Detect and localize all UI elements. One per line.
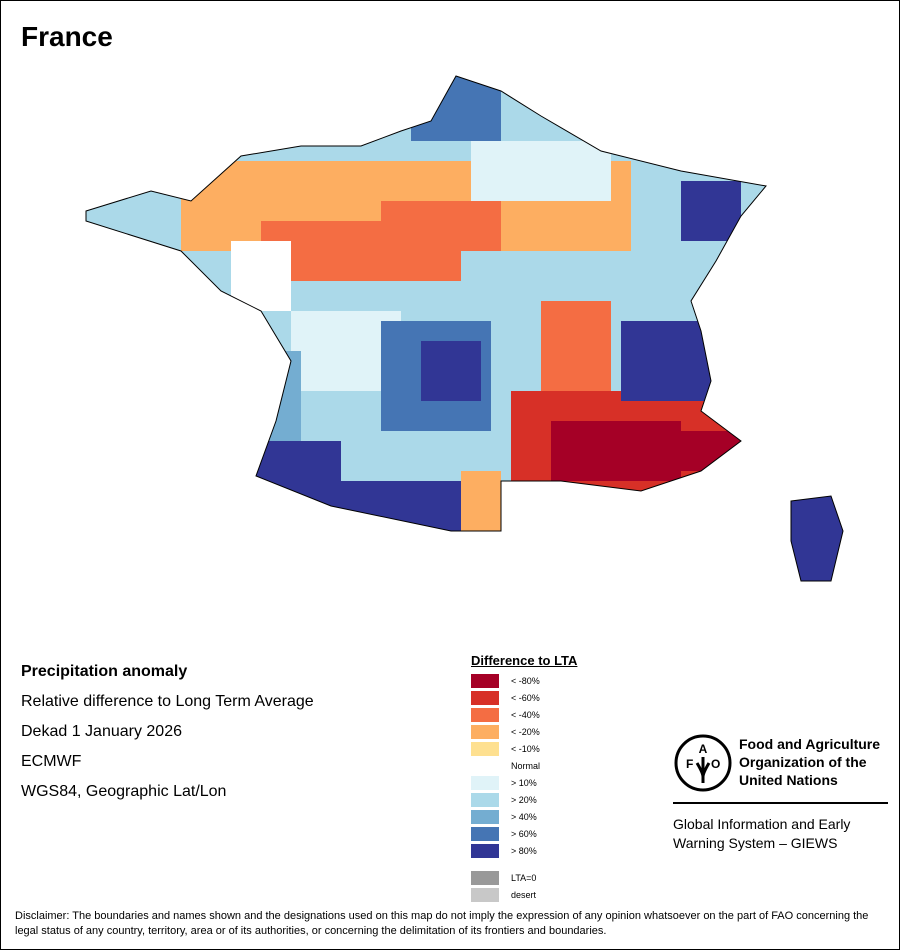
legend-swatch <box>471 826 499 841</box>
info-line: Dekad 1 January 2026 <box>21 723 182 740</box>
legend-swatch <box>471 843 499 858</box>
legend-swatch <box>471 792 499 807</box>
precipitation-anomaly-map <box>85 75 844 582</box>
svg-text:F: F <box>686 757 693 771</box>
legend-swatch <box>471 673 499 688</box>
legend-swatch <box>471 758 499 773</box>
legend-item: desert <box>471 886 577 903</box>
divider <box>673 802 888 804</box>
legend-swatch <box>471 887 499 902</box>
legend: Difference to LTA < -80% < -60% < -40% < -2… <box>471 653 577 903</box>
legend-item: > 10% <box>471 774 577 791</box>
legend-label: > 40% <box>511 811 537 822</box>
legend-swatch <box>471 741 499 756</box>
legend-swatch <box>471 724 499 739</box>
legend-item: < -20% <box>471 723 577 740</box>
legend-swatch <box>471 775 499 790</box>
legend-label: < -80% <box>511 675 540 686</box>
map-title: France <box>21 21 113 52</box>
legend-label: > 20% <box>511 794 537 805</box>
legend-item: > 80% <box>471 842 577 859</box>
legend-item: > 40% <box>471 808 577 825</box>
legend-swatch <box>471 707 499 722</box>
legend-label: < -60% <box>511 692 540 703</box>
legend-item: > 20% <box>471 791 577 808</box>
map-info: Precipitation anomaly Relative differenc… <box>21 657 314 807</box>
svg-text:A: A <box>699 742 708 756</box>
disclaimer: Disclaimer: The boundaries and names sho… <box>15 910 869 937</box>
legend-item: Normal <box>471 757 577 774</box>
legend-swatch <box>471 690 499 705</box>
legend-label: > 10% <box>511 777 537 788</box>
legend-item: > 60% <box>471 825 577 842</box>
legend-label: LTA=0 <box>511 872 537 883</box>
legend-swatch <box>471 809 499 824</box>
svg-text:O: O <box>711 757 720 771</box>
info-line: Relative difference to Long Term Average <box>21 693 314 710</box>
legend-item: < -80% <box>471 672 577 689</box>
legend-label: < -20% <box>511 726 540 737</box>
fao-logo: AF O <box>674 734 732 792</box>
legend-title: Difference to LTA <box>471 653 578 668</box>
legend-label: > 80% <box>511 845 537 856</box>
legend-label: < -40% <box>511 709 540 720</box>
legend-swatch <box>471 870 499 885</box>
info-line: ECMWF <box>21 753 82 770</box>
legend-item: < -60% <box>471 689 577 706</box>
legend-label: > 60% <box>511 828 537 839</box>
giews-name: Global Information and Early Warning Sys… <box>673 816 851 851</box>
info-line: WGS84, Geographic Lat/Lon <box>21 783 227 800</box>
legend-item: < -10% <box>471 740 577 757</box>
anomaly-raster <box>86 76 843 581</box>
legend-label: < -10% <box>511 743 540 754</box>
legend-label: Normal <box>511 760 541 771</box>
legend-item: LTA=0 <box>471 869 577 886</box>
info-heading: Precipitation anomaly <box>21 663 188 680</box>
legend-label: desert <box>511 889 537 900</box>
legend-item: < -40% <box>471 706 577 723</box>
fao-name: Food and Agriculture Organization of the… <box>739 736 881 788</box>
